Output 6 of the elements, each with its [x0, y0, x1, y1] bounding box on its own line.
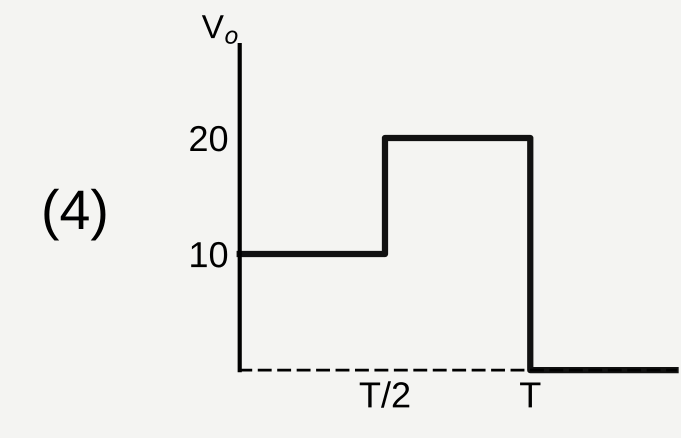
y-tick-label: 10: [191, 242, 228, 268]
y-tick-label: 20: [190, 126, 228, 152]
x-tick-label: T/2: [360, 381, 410, 408]
y-axis-title: V$_{o}$: [202, 15, 238, 44]
text: (4): [44, 188, 106, 240]
x-tick-label: T: [520, 382, 540, 408]
